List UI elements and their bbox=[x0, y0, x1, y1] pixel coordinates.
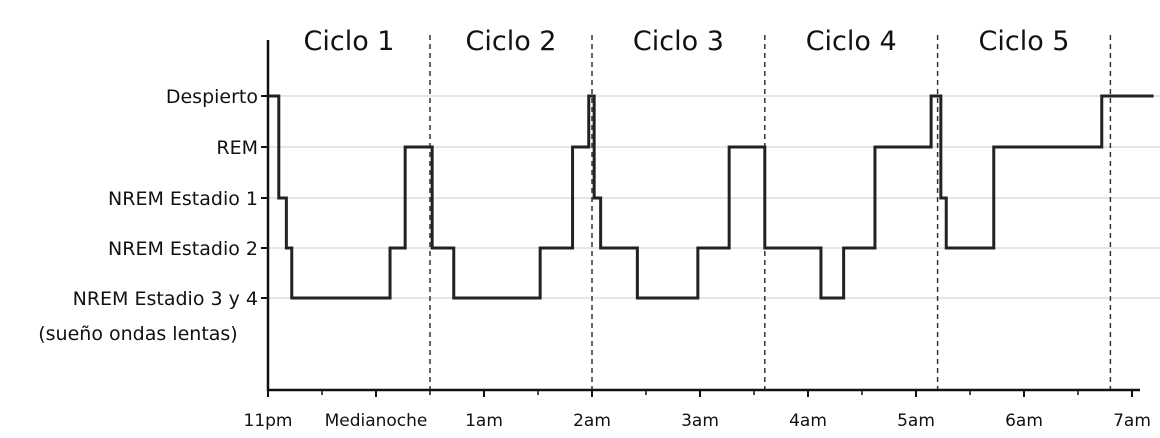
x-ticks bbox=[267, 390, 1133, 397]
x-tick-label-8: 7am bbox=[1113, 411, 1151, 431]
hypnogram-line bbox=[268, 94, 1154, 300]
y-tick-label-n1: NREM Estadio 1 bbox=[108, 188, 258, 210]
cycle-label-4: Ciclo 4 bbox=[806, 26, 897, 57]
y-tick-label-awake: Despierto bbox=[166, 86, 258, 108]
x-tick-label-1: Medianoche bbox=[325, 411, 428, 431]
cycle-labels: Ciclo 1 Ciclo 2 Ciclo 3 Ciclo 4 Ciclo 5 bbox=[304, 26, 1070, 57]
gridlines bbox=[268, 95, 1160, 299]
x-tick-label-3: 2am bbox=[573, 411, 611, 431]
y-tick-labels: Despierto REM NREM Estadio 1 NREM Estadio 2… bbox=[73, 86, 258, 310]
y-level-note: (sueño ondas lentas) bbox=[38, 323, 237, 345]
cycle-label-3: Ciclo 3 bbox=[633, 26, 724, 57]
x-tick-label-4: 3am bbox=[681, 411, 719, 431]
x-tick-labels: 11pm Medianoche 1am 2am 3am 4am 5am 6am 7am bbox=[244, 411, 1151, 431]
x-tick-label-7: 6am bbox=[1005, 411, 1043, 431]
y-tick-label-rem: REM bbox=[216, 137, 258, 159]
x-tick-label-5: 4am bbox=[789, 411, 827, 431]
x-tick-label-2: 1am bbox=[465, 411, 503, 431]
y-ticks bbox=[261, 95, 268, 299]
cycle-label-5: Ciclo 5 bbox=[979, 26, 1070, 57]
axes bbox=[266, 40, 1140, 392]
cycle-dividers bbox=[429, 35, 1112, 390]
x-tick-label-6: 5am bbox=[897, 411, 935, 431]
cycle-label-2: Ciclo 2 bbox=[466, 26, 557, 57]
cycle-label-1: Ciclo 1 bbox=[304, 26, 395, 57]
y-tick-label-n34: NREM Estadio 3 y 4 bbox=[73, 288, 258, 310]
y-tick-label-n2: NREM Estadio 2 bbox=[108, 238, 258, 260]
x-tick-label-0: 11pm bbox=[244, 411, 293, 431]
